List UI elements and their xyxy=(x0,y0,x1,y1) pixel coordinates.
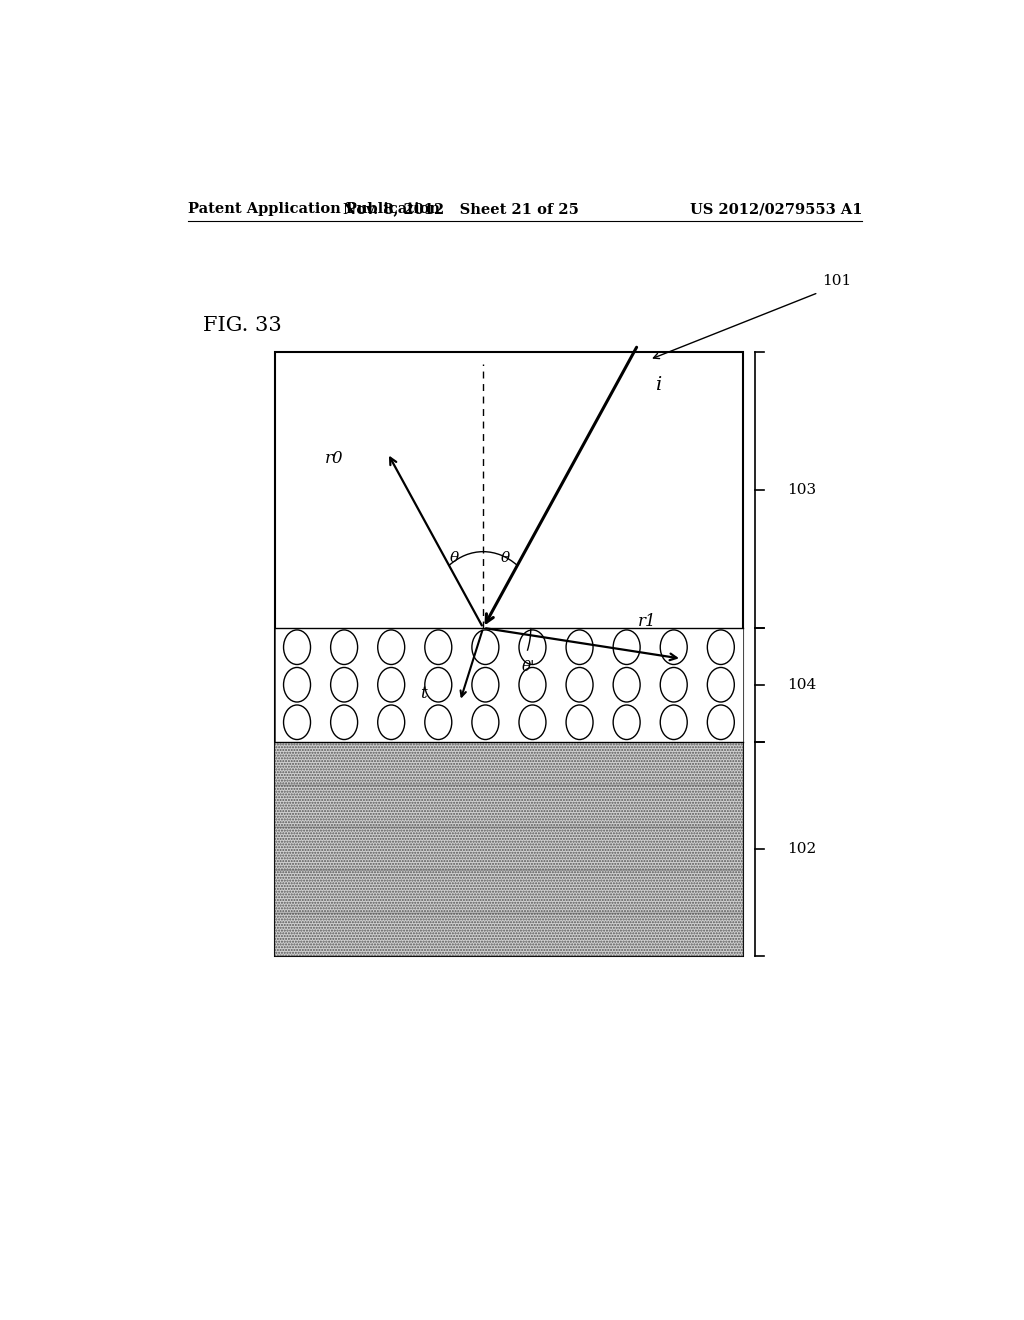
Text: 101: 101 xyxy=(822,275,852,289)
Circle shape xyxy=(378,668,404,702)
Circle shape xyxy=(331,705,357,739)
Text: Patent Application Publication: Patent Application Publication xyxy=(187,202,439,216)
Circle shape xyxy=(472,630,499,664)
Circle shape xyxy=(708,668,734,702)
Text: 104: 104 xyxy=(786,677,816,692)
Circle shape xyxy=(425,705,452,739)
Text: FIG. 33: FIG. 33 xyxy=(204,315,283,335)
Circle shape xyxy=(284,630,310,664)
Text: t: t xyxy=(420,685,427,702)
Text: i: i xyxy=(655,376,662,395)
Circle shape xyxy=(472,705,499,739)
Bar xyxy=(274,913,743,956)
Text: US 2012/0279553 A1: US 2012/0279553 A1 xyxy=(689,202,862,216)
Circle shape xyxy=(613,705,640,739)
Text: 103: 103 xyxy=(786,483,816,496)
Text: r0: r0 xyxy=(326,450,344,467)
Bar xyxy=(274,828,743,870)
Circle shape xyxy=(284,668,310,702)
Bar xyxy=(274,351,743,956)
Circle shape xyxy=(425,630,452,664)
Text: θ: θ xyxy=(451,550,460,565)
Circle shape xyxy=(613,630,640,664)
Circle shape xyxy=(519,668,546,702)
Bar xyxy=(274,784,743,828)
Text: θ': θ' xyxy=(521,660,535,673)
Circle shape xyxy=(613,668,640,702)
Text: 102: 102 xyxy=(786,842,816,855)
Circle shape xyxy=(566,668,593,702)
Bar xyxy=(274,742,743,784)
Text: θ: θ xyxy=(501,550,510,565)
Circle shape xyxy=(331,668,357,702)
Circle shape xyxy=(708,630,734,664)
Circle shape xyxy=(566,705,593,739)
Circle shape xyxy=(519,705,546,739)
Bar xyxy=(274,870,743,913)
Circle shape xyxy=(378,630,404,664)
Bar xyxy=(274,628,743,742)
Circle shape xyxy=(331,630,357,664)
Circle shape xyxy=(472,668,499,702)
Circle shape xyxy=(519,630,546,664)
Circle shape xyxy=(660,705,687,739)
Circle shape xyxy=(708,705,734,739)
Text: Nov. 8, 2012   Sheet 21 of 25: Nov. 8, 2012 Sheet 21 of 25 xyxy=(343,202,580,216)
Circle shape xyxy=(284,705,310,739)
Circle shape xyxy=(566,630,593,664)
Circle shape xyxy=(425,668,452,702)
Circle shape xyxy=(660,630,687,664)
Circle shape xyxy=(378,705,404,739)
Text: r1: r1 xyxy=(638,614,656,630)
Circle shape xyxy=(660,668,687,702)
